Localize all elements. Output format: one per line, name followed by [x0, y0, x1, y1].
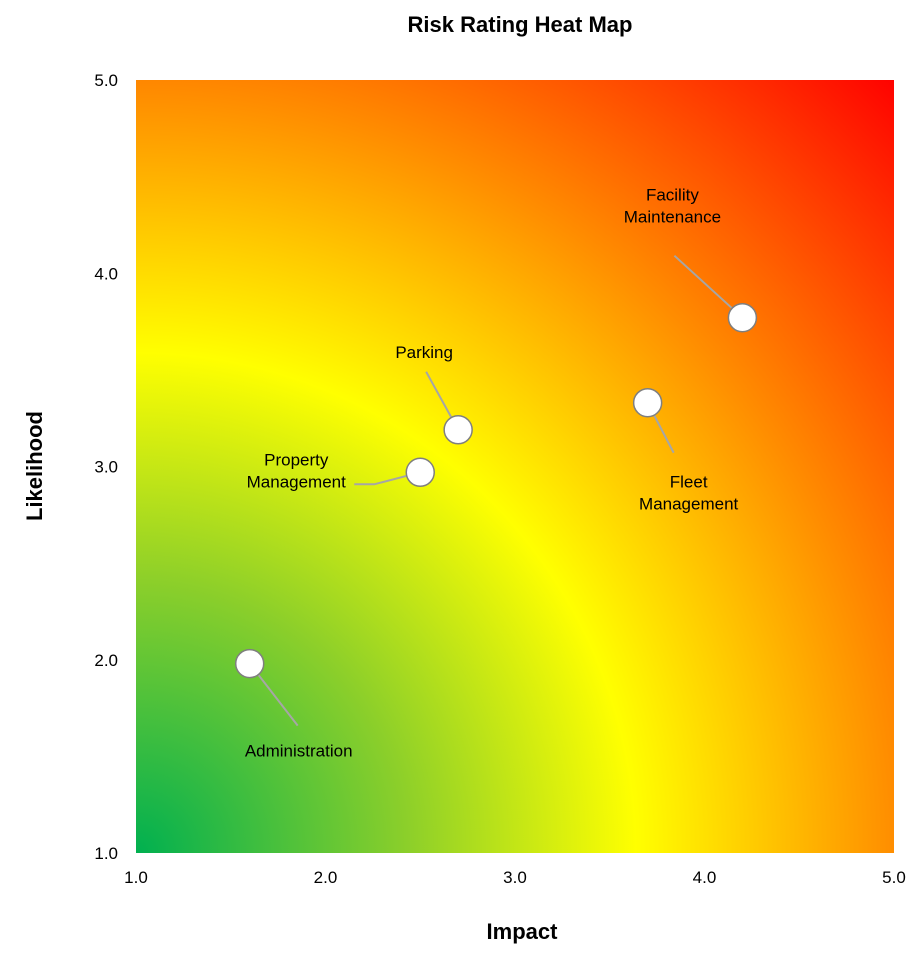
data-point-label: Facility [646, 186, 699, 205]
data-point-label: Parking [395, 343, 453, 362]
x-axis-title: Impact [487, 919, 559, 944]
x-tick-label: 5.0 [882, 868, 906, 887]
chart-title: Risk Rating Heat Map [408, 12, 633, 37]
point-labels: Facility Maintenance Parking Fleet Managemen… [245, 186, 739, 761]
data-point-label: Maintenance [624, 208, 721, 227]
leader-line [354, 471, 421, 486]
data-points [234, 302, 758, 679]
x-tick-label: 3.0 [503, 868, 527, 887]
x-tick-label: 2.0 [314, 868, 338, 887]
y-tick-label: 3.0 [94, 458, 118, 477]
data-point-marker [443, 415, 473, 445]
data-point-label: Fleet [670, 473, 708, 492]
x-tick-label: 1.0 [124, 868, 148, 887]
y-axis-title: Likelihood [22, 411, 47, 521]
y-tick-label: 2.0 [94, 651, 118, 670]
y-tick-label: 4.0 [94, 264, 118, 283]
data-point-label: Management [247, 472, 347, 491]
x-tick-label: 4.0 [693, 868, 717, 887]
plot-area-heat-gradient [136, 80, 894, 853]
leader-line [673, 254, 744, 319]
y-tick-label: 1.0 [94, 844, 118, 863]
data-point-marker [405, 457, 435, 488]
data-point-label: Management [639, 495, 739, 514]
axis-ticks: 1.0 2.0 3.0 4.0 5.0 1.0 2.0 3.0 4.0 5.0 [94, 71, 905, 887]
y-tick-label: 5.0 [94, 71, 118, 90]
data-point-marker [727, 302, 758, 333]
data-point-marker [632, 387, 663, 418]
data-point-marker [234, 648, 265, 679]
data-point-label: Administration [245, 742, 353, 761]
data-point-label: Property [264, 450, 329, 469]
